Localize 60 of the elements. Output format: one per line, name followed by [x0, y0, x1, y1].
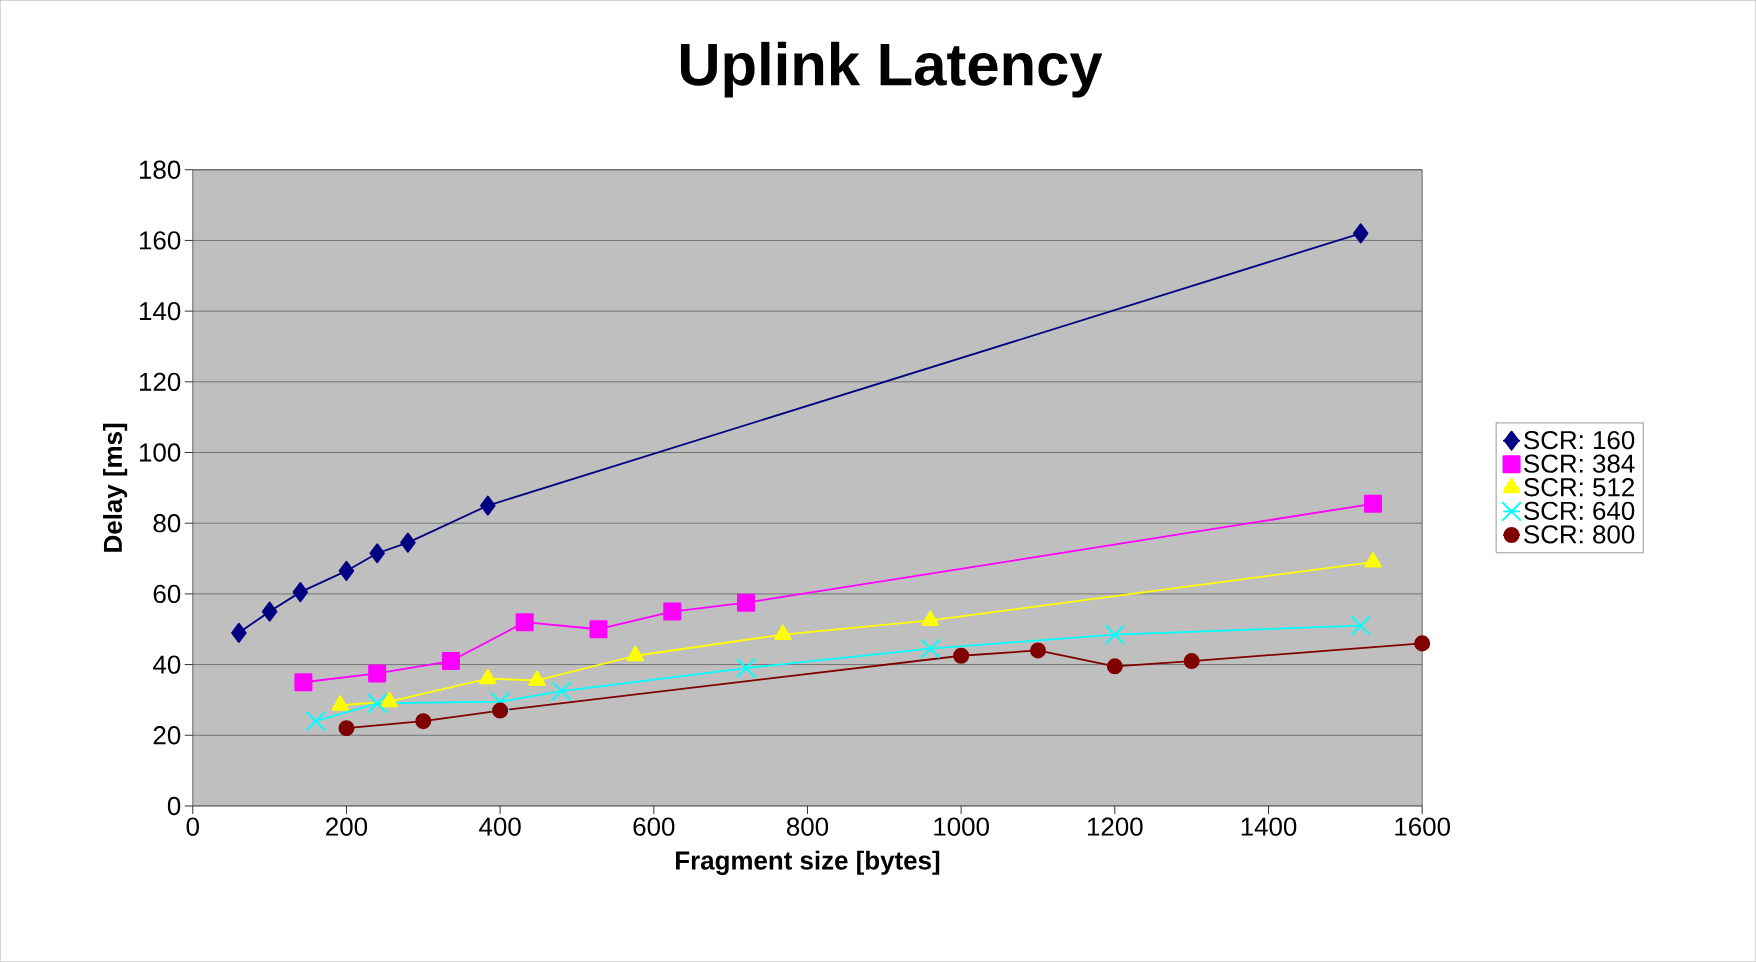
y-tick-label: 160: [139, 231, 181, 250]
point: [338, 561, 355, 582]
point: [368, 664, 387, 683]
point: [400, 532, 416, 553]
y-tick-label: 80: [153, 514, 181, 533]
x-tick-label: 1600: [1395, 817, 1450, 836]
point: [489, 691, 511, 713]
point: [1350, 615, 1371, 637]
point: [305, 711, 326, 732]
x-tick-label: 200: [326, 817, 368, 836]
y-tick-label: 0: [167, 796, 181, 816]
point: [366, 693, 388, 714]
x-tick-label: 1000: [934, 817, 989, 836]
y-tick-label: 140: [139, 302, 181, 321]
x-axis-title: Fragment size [bytes]: [676, 850, 940, 876]
point: [369, 543, 385, 564]
y-tick-label: 120: [139, 372, 181, 392]
legend-label: SCR: 512: [1524, 478, 1634, 497]
point: [294, 673, 313, 692]
point: [953, 647, 970, 664]
point: [1106, 658, 1123, 675]
y-tick-label: 40: [153, 655, 181, 674]
point: [261, 601, 278, 622]
point: [1352, 223, 1369, 244]
x-tick-label: 400: [479, 817, 521, 836]
point: [480, 495, 496, 516]
point: [735, 658, 757, 679]
y-tick-label: 60: [153, 584, 181, 604]
point: [1029, 642, 1046, 659]
legend-label: SCR: 800: [1524, 525, 1635, 544]
point: [1414, 635, 1431, 652]
y-tick-label: 100: [139, 443, 181, 462]
legend-label: SCR: 160: [1524, 431, 1635, 450]
point: [1104, 624, 1126, 645]
point: [663, 602, 682, 621]
point: [441, 652, 460, 671]
point: [292, 582, 309, 603]
point: [1364, 494, 1383, 513]
y-tick-label: 180: [139, 160, 181, 180]
x-tick-label: 0: [186, 817, 199, 836]
point: [415, 713, 432, 730]
point: [1183, 653, 1200, 670]
point: [515, 613, 534, 632]
point: [921, 610, 940, 627]
y-axis-title: Delay [ms]: [103, 423, 128, 552]
point: [492, 702, 509, 719]
point: [231, 622, 247, 643]
x-tick-label: 1400: [1241, 817, 1297, 836]
legend-label: SCR: 640: [1524, 501, 1635, 521]
x-tick-label: 1200: [1087, 817, 1143, 836]
point: [589, 620, 608, 639]
chart-title: Uplink Latency: [680, 41, 1103, 98]
point: [551, 681, 572, 702]
point: [737, 593, 756, 612]
x-tick-label: 800: [786, 817, 829, 836]
point: [338, 720, 355, 737]
y-tick-label: 20: [153, 726, 181, 745]
point: [920, 638, 941, 660]
legend-label: SCR: 384: [1524, 454, 1635, 473]
x-tick-label: 600: [633, 817, 675, 836]
